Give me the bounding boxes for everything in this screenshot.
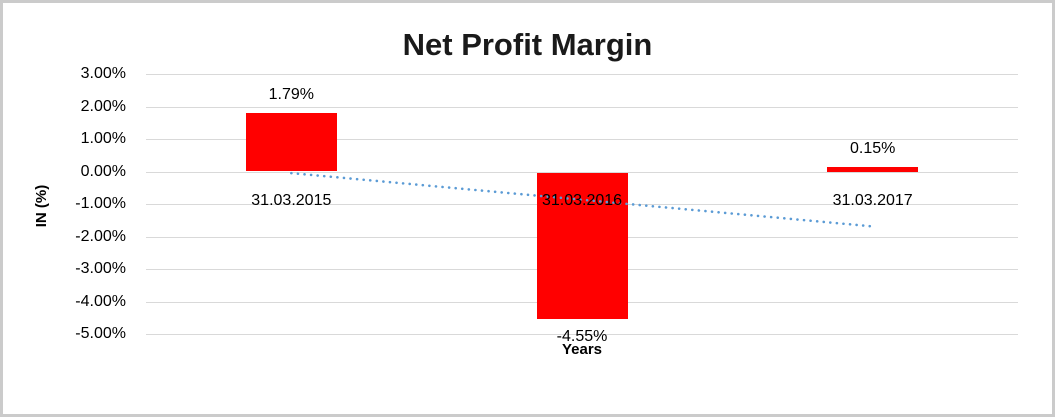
y-axis-title: IN (%): [33, 184, 50, 228]
bar-31.03.2017: [827, 166, 919, 172]
y-tick-label: -3.00%: [75, 260, 126, 277]
y-tick-label: 0.00%: [80, 162, 126, 180]
chart-title: Net Profit Margin: [402, 27, 653, 62]
data-label: -4.55%: [556, 328, 608, 346]
gridline: [146, 334, 1018, 335]
gridline: [146, 106, 1018, 108]
x-axis-title: Years: [561, 341, 603, 358]
category-label: 31.03.2016: [541, 192, 623, 209]
gridline: [146, 74, 1018, 75]
y-tick-label: -2.00%: [75, 227, 126, 245]
y-tick-label: -1.00%: [75, 195, 126, 212]
y-tick-label: 2.00%: [80, 97, 126, 115]
y-tick-label: 3.00%: [80, 65, 126, 82]
net-profit-margin-chart: Net Profit Margin 3.00% 2.00% 1.00% 0.00% -1…: [3, 3, 1052, 414]
gridline: [146, 139, 1018, 140]
category-label: 31.03.2015: [251, 192, 332, 209]
category-label: 31.03.2017: [832, 192, 913, 209]
y-tick-label: -5.00%: [75, 325, 126, 342]
data-label: 1.79%: [268, 86, 315, 104]
y-tick-label: -4.00%: [75, 292, 126, 310]
data-label: 0.15%: [849, 139, 896, 157]
y-tick-label: 1.00%: [80, 130, 126, 147]
bar-31.03.2015: [245, 113, 337, 172]
